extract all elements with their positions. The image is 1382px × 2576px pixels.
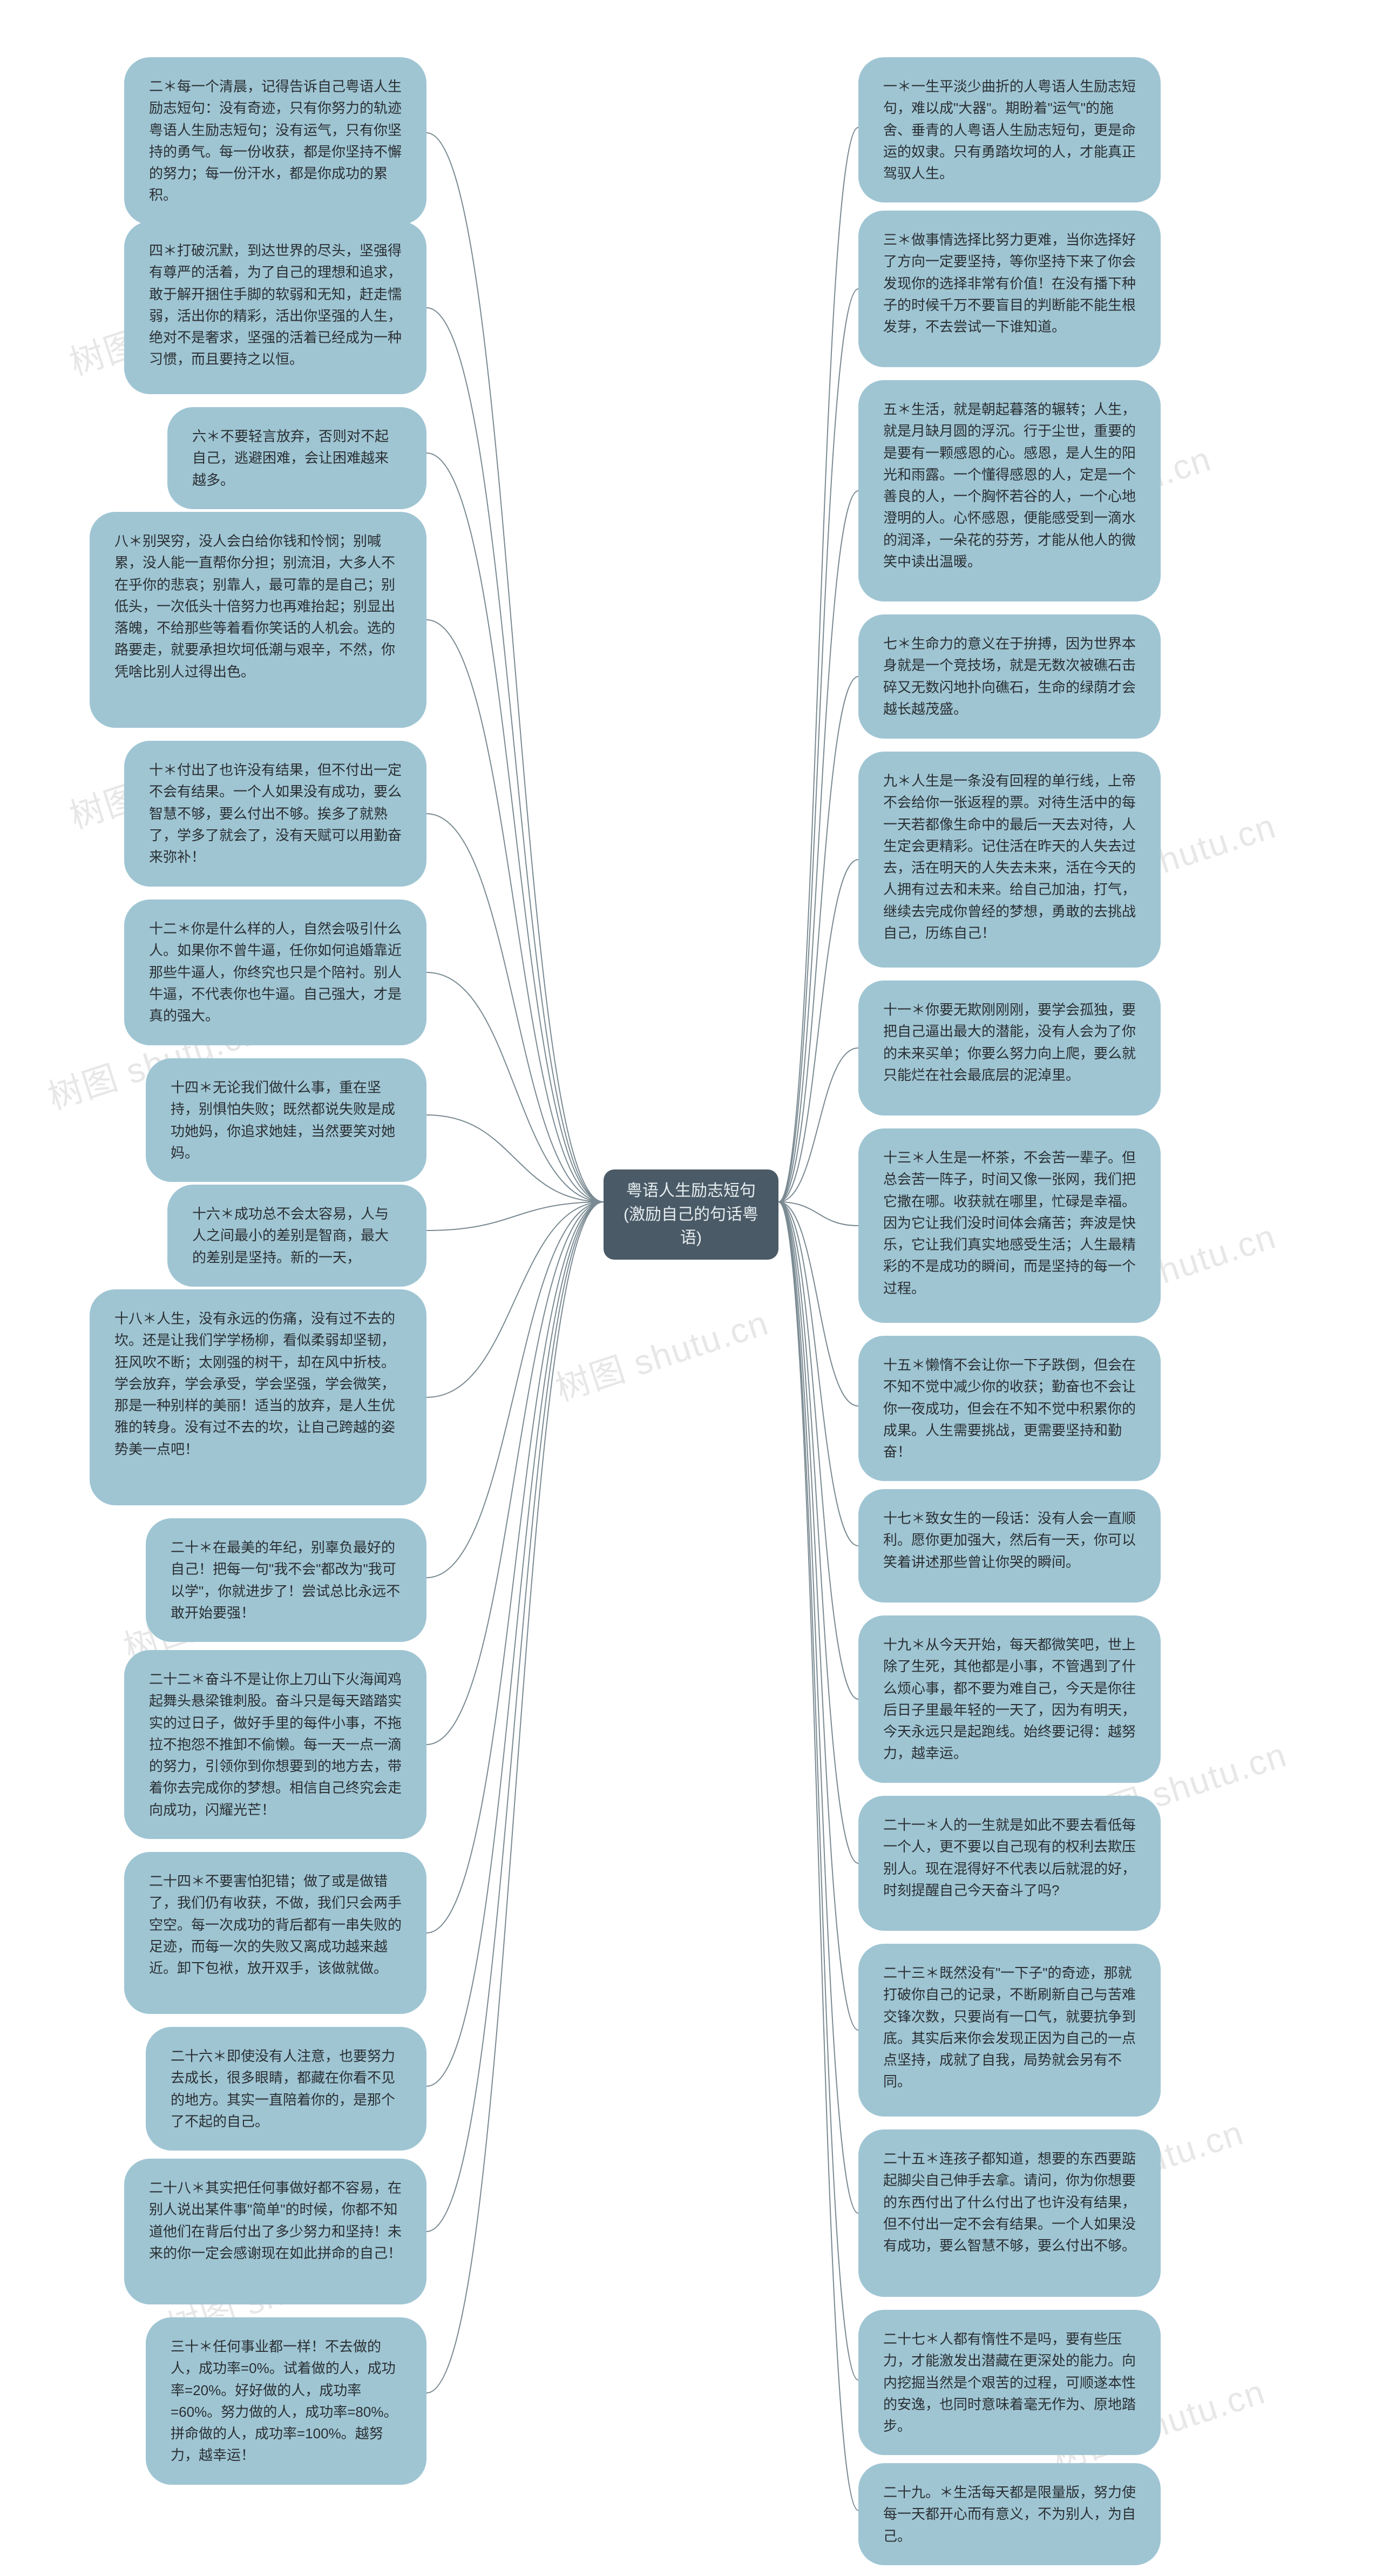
branch-node-text: 十＊付出了也许没有结果，但不付出一定不会有结果。一个人如果没有成功，要么智慧不够…	[149, 762, 402, 865]
branch-node-text: 二十＊在最美的年纪，别辜负最好的自己！把每一句"我不会"都改为"我可以学"，你就…	[171, 1539, 400, 1621]
edge	[426, 1202, 604, 1578]
edge	[778, 1202, 858, 1699]
watermark: 树图 shutu.cn	[548, 1295, 774, 1411]
branch-node-24: 二十四＊不要害怕犯错；做了或是做错了，我们仍有收获，不做，我们只会两手空空。每一…	[124, 1852, 426, 2014]
branch-node-14: 十四＊无论我们做什么事，重在坚持，别惧怕失败；既然都说失败是成功她妈，你追求她娃…	[146, 1058, 426, 1182]
branch-node-6: 六＊不要轻言放弃，否则对不起自己，逃避困难，会让困难越来越多。	[167, 407, 426, 509]
branch-node-text: 十二＊你是什么样的人，自然会吸引什么人。如果你不曾牛逼，任你如何追婚靠近那些牛逼…	[149, 921, 402, 1024]
branch-node-text: 十八＊人生，没有永远的伤痛，没有过不去的坎。还是让我们学学杨柳，看似柔弱却坚韧，…	[114, 1310, 395, 1457]
branch-node-text: 二＊每一个清晨，记得告诉自己粤语人生励志短句：没有奇迹，只有你努力的轨迹粤语人生…	[149, 78, 402, 203]
branch-node-25: 二十五＊连孩子都知道，想要的东西要踮起脚尖自己伸手去拿。请问，你为你想要的东西付…	[858, 2129, 1161, 2297]
branch-node-21: 二十一＊人的一生就是如此不要去看低每一个人，更不要以自己现有的权利去欺压别人。现…	[858, 1796, 1161, 1931]
branch-node-17: 十七＊致女生的一段话：没有人会一直顺利。愿你更加强大，然后有一天，你可以笑着讲述…	[858, 1489, 1161, 1603]
center-topic: 粤语人生励志短句(激励自己的句话粤语)	[604, 1169, 778, 1260]
edge	[426, 972, 604, 1202]
edge	[778, 860, 858, 1202]
branch-node-3: 三＊做事情选择比努力更难，当你选择好了方向一定要坚持，等你坚持下来了你会发现你的…	[858, 211, 1161, 367]
branch-node-29: 二十九。＊生活每天都是限量版，努力使每一天都开心而有意义，不为别人，为自己。	[858, 2463, 1161, 2565]
branch-node-13: 十三＊人生是一杯茶，不会苦一辈子。但总会苦一阵子，时间又像一张网，我们把它撒在哪…	[858, 1128, 1161, 1323]
branch-node-text: 二十三＊既然没有"一下子"的奇迹，那就打破你自己的记录，不断刷新自己与苦难交锋次…	[883, 1965, 1136, 2090]
branch-node-5: 五＊生活，就是朝起暮落的辗转；人生，就是月缺月圆的浮沉。行于尘世，重要的是要有一…	[858, 380, 1161, 601]
branch-node-4: 四＊打破沉默，到达世界的尽头，坚强得有尊严的活着，为了自己的理想和追求，敢于解开…	[124, 221, 426, 394]
branch-node-text: 十九＊从今天开始，每天都微笑吧，世上除了生死，其他都是小事，不管遇到了什么烦心事…	[883, 1637, 1136, 1761]
edge	[778, 1202, 858, 2380]
edge	[778, 1048, 858, 1202]
branch-node-8: 八＊别哭穷，没人会白给你钱和怜悯；别喊累，没人能一直帮你分担；别流泪，大多人不在…	[90, 512, 426, 728]
edge	[426, 1202, 604, 1933]
edge	[426, 1202, 604, 2232]
edge	[426, 1202, 604, 2393]
branch-node-text: 五＊生活，就是朝起暮落的辗转；人生，就是月缺月圆的浮沉。行于尘世，重要的是要有一…	[883, 401, 1136, 570]
branch-node-16: 十六＊成功总不会太容易，人与人之间最小的差别是智商，最大的差别是坚持。新的一天，	[167, 1185, 426, 1287]
branch-node-22: 二十二＊奋斗不是让你上刀山下火海闻鸡起舞头悬梁锥刺股。奋斗只是每天踏踏实实的过日…	[124, 1650, 426, 1839]
branch-node-18: 十八＊人生，没有永远的伤痛，没有过不去的坎。还是让我们学学杨柳，看似柔弱却坚韧，…	[90, 1289, 426, 1505]
branch-node-text: 三＊做事情选择比努力更难，当你选择好了方向一定要坚持，等你坚持下来了你会发现你的…	[883, 232, 1136, 335]
branch-node-23: 二十三＊既然没有"一下子"的奇迹，那就打破你自己的记录，不断刷新自己与苦难交锋次…	[858, 1944, 1161, 2117]
edge	[778, 1202, 858, 1226]
branch-node-7: 七＊生命力的意义在于拚搏，因为世界本身就是一个竞技场，就是无数次被礁石击碎又无数…	[858, 614, 1161, 739]
branch-node-text: 九＊人生是一条没有回程的单行线，上帝不会给你一张返程的票。对待生活中的每一天若都…	[883, 773, 1136, 941]
branch-node-28: 二十八＊其实把任何事做好都不容易，在别人说出某件事"简单"的时候，你都不知道他们…	[124, 2159, 426, 2304]
edge	[426, 1202, 604, 1745]
branch-node-text: 一＊一生平淡少曲折的人粤语人生励志短句，难以成"大器"。期盼着"运气"的施舍、垂…	[883, 78, 1136, 181]
edge	[426, 620, 604, 1202]
branch-node-2: 二＊每一个清晨，记得告诉自己粤语人生励志短句：没有奇迹，只有你努力的轨迹粤语人生…	[124, 57, 426, 225]
branch-node-text: 十四＊无论我们做什么事，重在坚持，别惧怕失败；既然都说失败是成功她妈，你追求她娃…	[171, 1079, 395, 1161]
branch-node-text: 二十二＊奋斗不是让你上刀山下火海闻鸡起舞头悬梁锥刺股。奋斗只是每天踏踏实实的过日…	[149, 1671, 402, 1818]
branch-node-text: 二十一＊人的一生就是如此不要去看低每一个人，更不要以自己现有的权利去欺压别人。现…	[883, 1817, 1136, 1898]
branch-node-text: 四＊打破沉默，到达世界的尽头，坚强得有尊严的活着，为了自己的理想和追求，敢于解开…	[149, 242, 402, 367]
branch-node-text: 二十九。＊生活每天都是限量版，努力使每一天都开心而有意义，不为别人，为自己。	[883, 2484, 1136, 2544]
edge	[426, 1202, 604, 1397]
edge	[778, 1202, 858, 1406]
edge	[778, 127, 858, 1202]
branch-node-text: 十三＊人生是一杯茶，不会苦一辈子。但总会苦一阵子，时间又像一张网，我们把它撒在哪…	[883, 1150, 1136, 1296]
branch-node-9: 九＊人生是一条没有回程的单行线，上帝不会给你一张返程的票。对待生活中的每一天若都…	[858, 752, 1161, 968]
mindmap-canvas: 树图 shutu.cn树图 shutu.cn树图 shutu.cn树图 shut…	[0, 0, 1382, 2576]
branch-node-10: 十＊付出了也许没有结果，但不付出一定不会有结果。一个人如果没有成功，要么智慧不够…	[124, 741, 426, 887]
edge	[426, 814, 604, 1202]
branch-node-26: 二十六＊即使没有人注意，也要努力去成长，很多眼睛，都藏在你看不见的地方。其实一直…	[146, 2027, 426, 2151]
branch-node-11: 十一＊你要无欺刚刚刚，要学会孤独，要把自己逼出最大的潜能，没有人会为了你的未来买…	[858, 981, 1161, 1115]
branch-node-27: 二十七＊人都有惰性不是吗，要有些压力，才能激发出潜藏在更深处的能力。向内挖掘当然…	[858, 2310, 1161, 2455]
branch-node-text: 十六＊成功总不会太容易，人与人之间最小的差别是智商，最大的差别是坚持。新的一天，	[192, 1206, 389, 1266]
edge	[778, 1202, 858, 1546]
branch-node-text: 十五＊懒惰不会让你一下子跌倒，但会在不知不觉中减少你的收获；勤奋也不会让你一夜成…	[883, 1357, 1136, 1460]
edge	[778, 677, 858, 1202]
branch-node-30: 三十＊任何事业都一样！不去做的人，成功率=0%。试着做的人，成功率=20%。好好…	[146, 2317, 426, 2485]
edge	[778, 1202, 858, 2511]
branch-node-text: 三十＊任何事业都一样！不去做的人，成功率=0%。试着做的人，成功率=20%。好好…	[171, 2338, 397, 2463]
edge	[778, 491, 858, 1202]
edge	[426, 453, 604, 1202]
edge	[426, 1202, 604, 1230]
branch-node-text: 十七＊致女生的一段话：没有人会一直顺利。愿你更加强大，然后有一天，你可以笑着讲述…	[883, 1510, 1136, 1570]
edge	[778, 1202, 858, 1863]
edge	[426, 133, 604, 1202]
edge	[778, 1202, 858, 2030]
branch-node-19: 十九＊从今天开始，每天都微笑吧，世上除了生死，其他都是小事，不管遇到了什么烦心事…	[858, 1615, 1161, 1783]
branch-node-text: 七＊生命力的意义在于拚搏，因为世界本身就是一个竞技场，就是无数次被礁石击碎又无数…	[883, 635, 1136, 717]
branch-node-text: 二十八＊其实把任何事做好都不容易，在别人说出某件事"简单"的时候，你都不知道他们…	[149, 2180, 402, 2261]
branch-node-text: 二十五＊连孩子都知道，想要的东西要踮起脚尖自己伸手去拿。请问，你为你想要的东西付…	[883, 2151, 1136, 2254]
branch-node-12: 十二＊你是什么样的人，自然会吸引什么人。如果你不曾牛逼，任你如何追婚靠近那些牛逼…	[124, 900, 426, 1045]
branch-node-text: 二十六＊即使没有人注意，也要努力去成长，很多眼睛，都藏在你看不见的地方。其实一直…	[171, 2048, 395, 2129]
edge	[426, 308, 604, 1202]
branch-node-text: 二十七＊人都有惰性不是吗，要有些压力，才能激发出潜藏在更深处的能力。向内挖掘当然…	[883, 2331, 1136, 2434]
branch-node-text: 十一＊你要无欺刚刚刚，要学会孤独，要把自己逼出最大的潜能，没有人会为了你的未来买…	[883, 1002, 1136, 1083]
branch-node-text: 八＊别哭穷，没人会白给你钱和怜悯；别喊累，没人能一直帮你分担；别流泪，大多人不在…	[114, 533, 395, 680]
edge	[778, 289, 858, 1202]
branch-node-text: 六＊不要轻言放弃，否则对不起自己，逃避困难，会让困难越来越多。	[192, 428, 389, 488]
edge	[426, 1202, 604, 2086]
branch-node-text: 二十四＊不要害怕犯错；做了或是做错了，我们仍有收获，不做，我们只会两手空空。每一…	[149, 1873, 402, 1976]
edge	[778, 1202, 858, 2213]
center-topic-text: 粤语人生励志短句(激励自己的句话粤语)	[620, 1179, 762, 1250]
edge	[426, 1115, 604, 1202]
branch-node-20: 二十＊在最美的年纪，别辜负最好的自己！把每一句"我不会"都改为"我可以学"，你就…	[146, 1518, 426, 1642]
branch-node-1: 一＊一生平淡少曲折的人粤语人生励志短句，难以成"大器"。期盼着"运气"的施舍、垂…	[858, 57, 1161, 202]
branch-node-15: 十五＊懒惰不会让你一下子跌倒，但会在不知不觉中减少你的收获；勤奋也不会让你一夜成…	[858, 1336, 1161, 1481]
